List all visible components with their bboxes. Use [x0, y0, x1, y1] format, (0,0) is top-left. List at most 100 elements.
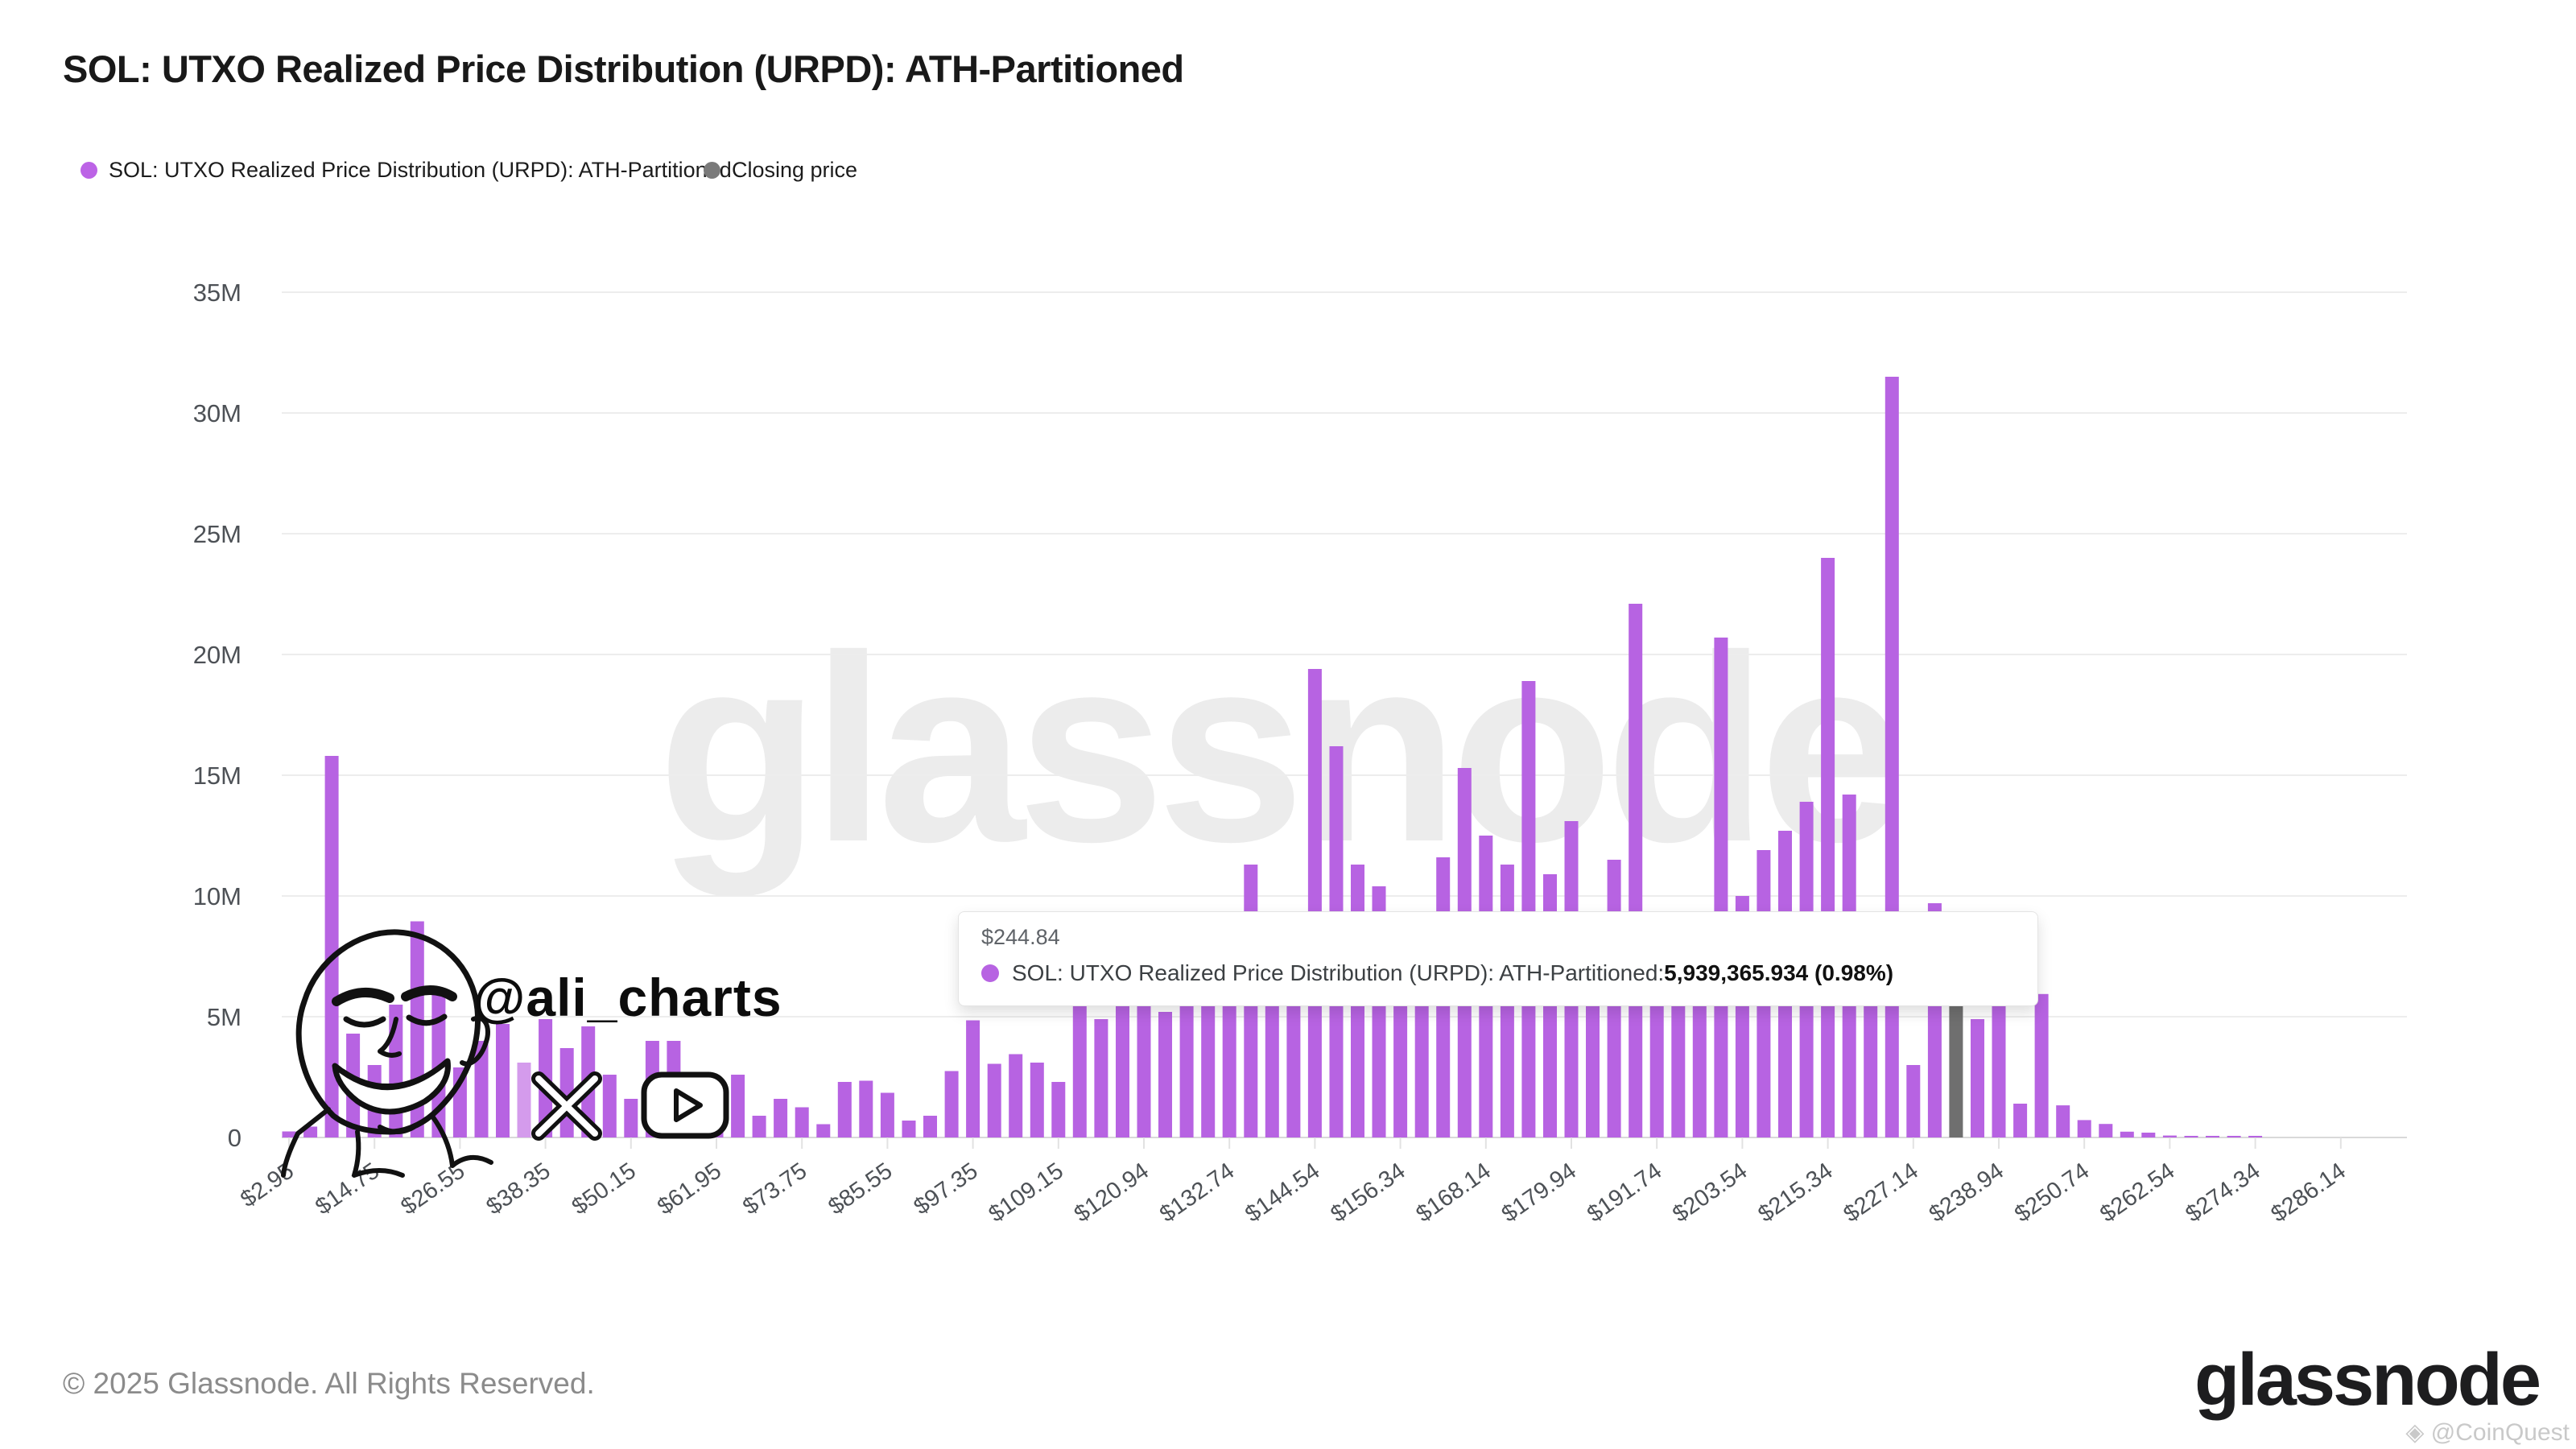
bar[interactable]: [2077, 1120, 2091, 1137]
bar[interactable]: [1158, 1012, 1172, 1137]
legend-item-closing-price[interactable]: Closing price: [704, 158, 857, 183]
bar[interactable]: [1906, 1065, 1921, 1137]
bar[interactable]: [2120, 1131, 2134, 1137]
bar[interactable]: [774, 1099, 788, 1137]
bar[interactable]: [1094, 1019, 1108, 1137]
x-tick-label: $14.75: [311, 1158, 384, 1220]
y-tick-label: 30M: [193, 399, 242, 427]
bar[interactable]: [1393, 964, 1408, 1137]
bar[interactable]: [752, 1116, 766, 1137]
bar[interactable]: [1821, 558, 1835, 1137]
bar[interactable]: [2099, 1124, 2113, 1137]
bar[interactable]: [324, 756, 339, 1137]
x-tick-label: $85.55: [824, 1158, 897, 1220]
bar[interactable]: [2013, 1104, 2028, 1137]
bar[interactable]: [1116, 1005, 1129, 1137]
bar[interactable]: [880, 1092, 894, 1138]
y-axis-labels: 35M 30M 25M 20M 15M 10M 5M 0: [193, 279, 242, 1152]
x-tick-label: $250.74: [2010, 1158, 2094, 1228]
bar[interactable]: [1009, 1054, 1023, 1138]
legend-label-urpd: SOL: UTXO Realized Price Distribution (U…: [109, 158, 732, 182]
x-tick-label: $97.35: [910, 1158, 983, 1220]
glassnode-watermark: glassnode: [657, 600, 1907, 897]
bar[interactable]: [2206, 1136, 2219, 1137]
bar[interactable]: [816, 1124, 831, 1138]
bar[interactable]: [517, 1063, 531, 1137]
ali-charts-handle: @ali_charts: [473, 968, 782, 1027]
closing-price-bar[interactable]: [1949, 980, 1963, 1137]
bar[interactable]: [1051, 1082, 1066, 1137]
x-tick-label: $26.55: [396, 1158, 469, 1220]
bar[interactable]: [902, 1121, 916, 1137]
bar[interactable]: [1714, 638, 1728, 1137]
bar[interactable]: [1885, 377, 1899, 1137]
bar[interactable]: [795, 1107, 809, 1138]
x-tick-label: $203.54: [1668, 1158, 1752, 1228]
bar[interactable]: [859, 1080, 873, 1138]
glassnode-logo: glassnode: [2194, 1339, 2541, 1421]
tooltip-series-value: 5,939,365.934 (0.98%): [1664, 960, 1894, 985]
x-tick-label: $120.94: [1070, 1158, 1154, 1228]
bar[interactable]: [303, 1126, 318, 1138]
legend-dot-gray-icon: [704, 162, 720, 179]
bar[interactable]: [1030, 1063, 1044, 1137]
bar[interactable]: [602, 1075, 617, 1137]
x-logo-icon: [531, 1071, 602, 1141]
y-tick-label: 25M: [193, 520, 242, 548]
bar[interactable]: [1992, 1002, 2006, 1137]
legend-label-closing-price: Closing price: [732, 158, 858, 182]
bar[interactable]: [624, 1099, 638, 1137]
bar[interactable]: [2227, 1136, 2241, 1137]
bar[interactable]: [1137, 988, 1151, 1137]
x-tick-label: $274.34: [2181, 1158, 2264, 1228]
legend-dot-purple-icon: [80, 162, 97, 179]
bar[interactable]: [837, 1082, 852, 1137]
tooltip-series-line: SOL: UTXO Realized Price Distribution (U…: [981, 960, 2037, 986]
bar[interactable]: [2162, 1135, 2177, 1137]
bar[interactable]: [1072, 1002, 1087, 1137]
bar[interactable]: [987, 1063, 1001, 1138]
tooltip-series-label: SOL: UTXO Realized Price Distribution (U…: [1012, 960, 1665, 985]
bar[interactable]: [1971, 1019, 1984, 1137]
legend-item-urpd[interactable]: SOL: UTXO Realized Price Distribution (U…: [80, 158, 732, 183]
bar[interactable]: [923, 1116, 937, 1137]
x-tick-label: $227.14: [1839, 1158, 1923, 1228]
x-tick-label: $191.74: [1583, 1158, 1666, 1228]
x-tick-label: $238.94: [1925, 1158, 2008, 1228]
bar[interactable]: [966, 1020, 980, 1138]
x-tick-label: $215.34: [1753, 1158, 1837, 1228]
bar[interactable]: [1307, 669, 1322, 1137]
bar[interactable]: [2184, 1136, 2198, 1137]
bar[interactable]: [1521, 681, 1536, 1137]
x-tick-label: $38.35: [482, 1158, 555, 1220]
bar[interactable]: [2248, 1136, 2263, 1137]
page-title: SOL: UTXO Realized Price Distribution (U…: [63, 47, 1184, 90]
bar[interactable]: [1629, 604, 1643, 1137]
coinquest-badge: ◈ @CoinQuest: [2405, 1419, 2570, 1446]
ali-face-sketch: [281, 929, 493, 1178]
tooltip-price: $244.84: [981, 925, 1060, 949]
bar[interactable]: [496, 1024, 510, 1137]
y-tick-label: 5M: [207, 1003, 242, 1031]
hovered-bar[interactable]: [2034, 993, 2049, 1137]
tooltip-series-dot-icon: [981, 964, 999, 982]
x-tick-label: $286.14: [2267, 1158, 2351, 1228]
x-tick-label: $109.15: [985, 1158, 1068, 1228]
chart-tooltip: $244.84 SOL: UTXO Realized Price Distrib…: [958, 911, 2038, 1006]
bar[interactable]: [944, 1071, 959, 1138]
x-tick-label: $144.54: [1241, 1158, 1324, 1228]
x-axis: $2.95 $14.75 $26.55 $38.35 $50.15 $61.95 $73.7…: [236, 1137, 2351, 1228]
x-tick-label: $2.95: [236, 1158, 299, 1213]
bar[interactable]: [474, 1041, 489, 1137]
bar[interactable]: [282, 1131, 296, 1138]
copyright-text: © 2025 Glassnode. All Rights Reserved.: [63, 1367, 595, 1400]
bar[interactable]: [731, 1075, 745, 1137]
bar[interactable]: [1179, 978, 1194, 1137]
x-tick-label: $73.75: [738, 1158, 811, 1220]
bar[interactable]: [2056, 1105, 2070, 1137]
gridlines: [282, 291, 2407, 1138]
bar[interactable]: [1201, 964, 1216, 1137]
bar[interactable]: [2141, 1133, 2156, 1137]
